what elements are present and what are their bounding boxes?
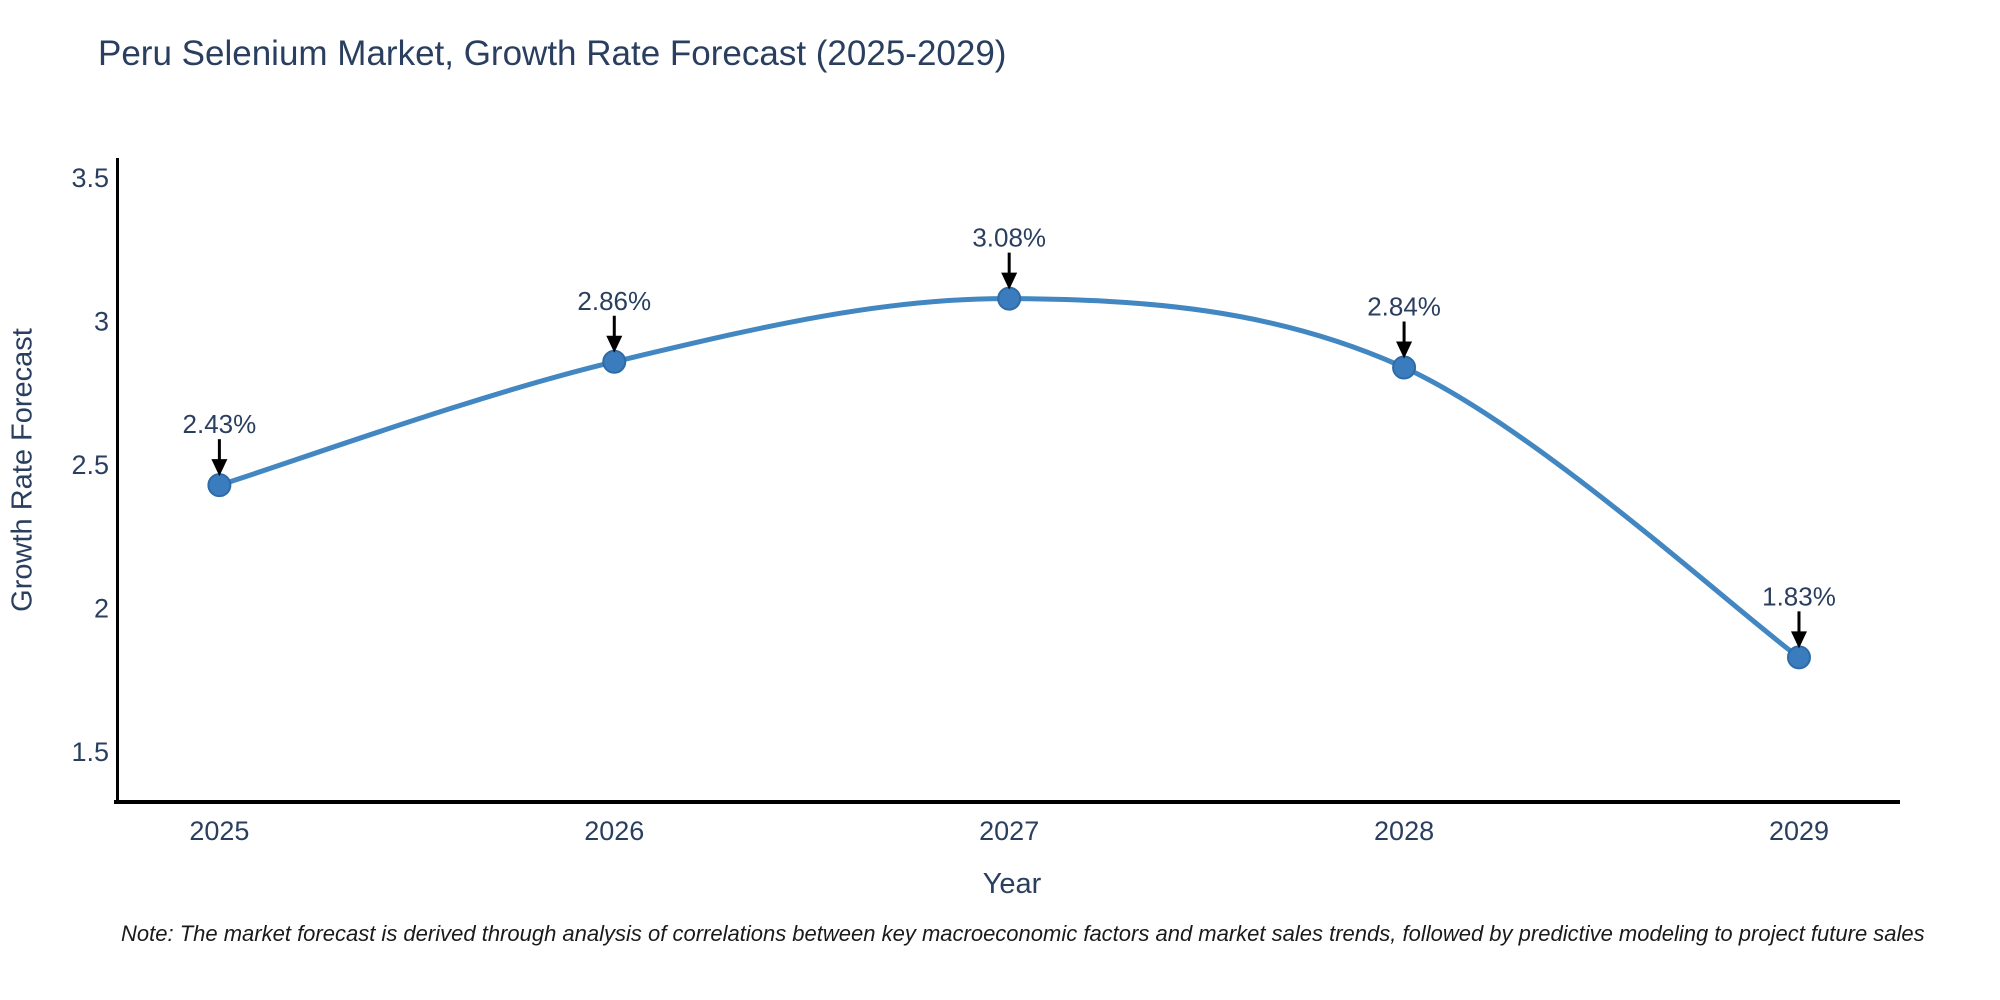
data-point-label: 1.83% [1762, 581, 1836, 611]
y-tick-label: 1.5 [71, 737, 109, 767]
annotation-arrowhead-icon [606, 335, 623, 353]
x-tick-label: 2029 [1769, 816, 1829, 846]
data-point-label: 3.08% [972, 223, 1046, 253]
x-tick-label: 2028 [1374, 816, 1434, 846]
y-tick-label: 3 [94, 307, 109, 337]
x-tick-label: 2026 [584, 816, 644, 846]
y-tick-label: 2.5 [71, 450, 109, 480]
x-tick-label: 2025 [189, 816, 249, 846]
annotation-arrowhead-icon [1001, 272, 1018, 290]
data-point-marker [997, 286, 1022, 311]
footnote: Note: The market forecast is derived thr… [121, 921, 1925, 946]
data-point-marker [602, 349, 627, 374]
data-point-label: 2.86% [577, 286, 651, 316]
annotation-arrowhead-icon [211, 459, 228, 477]
data-point-marker [1392, 355, 1417, 380]
trace-line [216, 296, 1802, 660]
y-tick-label: 3.5 [71, 163, 109, 193]
x-axis-title: Year [982, 868, 1042, 900]
annotation-arrowhead-icon [1790, 631, 1807, 649]
data-point-label: 2.43% [183, 409, 257, 439]
x-tick-label: 2027 [979, 816, 1039, 846]
chart-title: Peru Selenium Market, Growth Rate Foreca… [98, 34, 1007, 73]
y-tick-label: 2 [94, 594, 109, 624]
data-point-marker [1786, 645, 1811, 670]
annotation-arrowhead-icon [1396, 341, 1413, 359]
data-point-marker [207, 473, 232, 498]
data-point-label: 2.84% [1367, 292, 1441, 322]
